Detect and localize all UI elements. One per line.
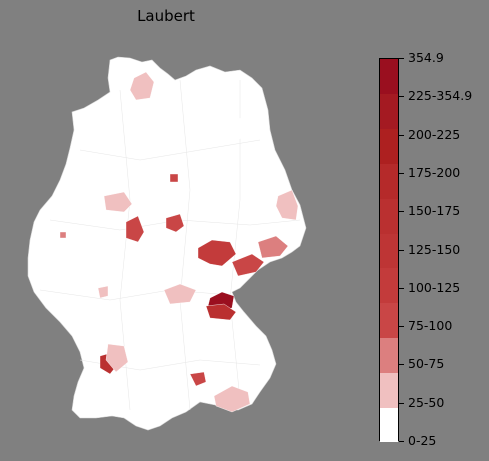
- region-munich-east: [189, 371, 207, 387]
- region-frankfurt: [97, 285, 109, 299]
- colorbar-tick: [399, 211, 404, 213]
- colorbar-tick: [399, 287, 404, 289]
- colorbar-tick: [399, 402, 404, 404]
- colorbar-tick: [399, 58, 404, 59]
- colorbar-label: 175-200: [408, 164, 461, 180]
- colorbar: [379, 58, 399, 443]
- colorbar-label: 75-100: [408, 318, 453, 334]
- colorbar-segment: [380, 163, 398, 199]
- region-dresden-east: [275, 189, 299, 221]
- region-kiel-area: [129, 71, 155, 101]
- colorbar-segment: [380, 337, 398, 373]
- region-ulm: [105, 343, 129, 373]
- colorbar-tick: [399, 326, 404, 328]
- district-lines: [39, 79, 301, 411]
- region-hannover-area: [165, 213, 185, 233]
- colorbar-label: 100-125: [408, 279, 461, 295]
- colorbar-segment: [380, 128, 398, 164]
- map-title: Laubert: [137, 7, 195, 25]
- region-chemnitz-area: [231, 253, 265, 277]
- colorbar-segment: [380, 302, 398, 339]
- colorbar-label: 25-50: [408, 394, 445, 410]
- region-bayreuth: [205, 303, 237, 321]
- region-hessen-central: [125, 215, 145, 243]
- germany-outline: [27, 56, 307, 431]
- colorbar-segment: [380, 407, 398, 443]
- colorbar-tick: [399, 249, 404, 251]
- region-leipzig-area: [197, 239, 237, 267]
- colorbar-tick: [399, 441, 404, 442]
- colorbar-segment: [380, 233, 398, 269]
- colorbar-label: 0-25: [408, 433, 437, 448]
- colorbar-tick: [399, 134, 404, 136]
- colorbar-segment: [380, 59, 398, 95]
- region-erzgebirge: [257, 235, 289, 259]
- colorbar-label: 125-150: [408, 241, 461, 257]
- region-thuringia-east: [163, 283, 197, 305]
- colorbar-segment: [380, 93, 398, 130]
- colorbar-tick: [399, 96, 404, 98]
- region-rosenheim: [213, 385, 251, 413]
- colorbar-tick: [399, 364, 404, 366]
- colorbar-tick: [399, 172, 404, 174]
- region-ruhr-area: [103, 191, 133, 213]
- region-potsdam: [59, 231, 67, 239]
- colorbar-segment: [380, 372, 398, 408]
- colorbar-label: 354.9: [408, 50, 444, 65]
- colorbar-label: 150-175: [408, 203, 461, 219]
- colorbar-label: 200-225: [408, 126, 461, 142]
- colorbar-label: 225-354.9: [408, 88, 473, 104]
- region-bremen-area: [169, 173, 179, 183]
- region-berlin-region: [221, 117, 251, 141]
- colorbar-segment: [380, 198, 398, 234]
- colorbar-segment: [380, 267, 398, 304]
- colorbar-label: 50-75: [408, 356, 445, 372]
